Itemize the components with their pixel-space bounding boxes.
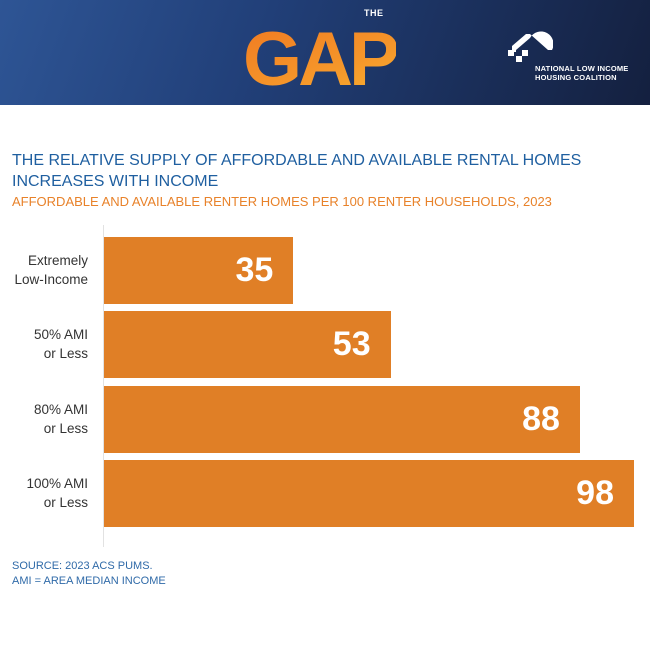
gap-logo: GAP bbox=[243, 17, 400, 102]
y-axis-line bbox=[103, 225, 104, 547]
bar-value-label: 98 bbox=[576, 474, 614, 512]
source-note: SOURCE: 2023 ACS PUMS. bbox=[12, 560, 153, 572]
bar-value-label: 88 bbox=[522, 400, 560, 438]
category-label-line1: Extremely bbox=[27, 253, 88, 268]
category-label: 100% AMI or Less bbox=[0, 474, 88, 512]
org-name-line1: NATIONAL LOW INCOME bbox=[535, 64, 629, 73]
category-label-line1: 100% AMI bbox=[26, 476, 88, 491]
chart-headings: THE RELATIVE SUPPLY OF AFFORDABLE AND AV… bbox=[12, 150, 642, 210]
category-label-line1: 80% AMI bbox=[33, 402, 88, 417]
gap-logo-the: THE bbox=[364, 8, 384, 18]
bar: 53 bbox=[104, 311, 391, 378]
nlihc-logo-text: NATIONAL LOW INCOME HOUSING COALITION bbox=[535, 64, 629, 82]
category-label-line2: or Less bbox=[43, 495, 88, 510]
header-banner: THE GAP NATIONAL LOW INCOME HOUSING COAL… bbox=[0, 0, 650, 105]
bar-value-label: 53 bbox=[332, 325, 371, 363]
bar: 88 bbox=[104, 386, 580, 453]
bar-value-label: 35 bbox=[235, 251, 274, 289]
category-label-line2: or Less bbox=[43, 421, 88, 436]
ami-note: AMI = AREA MEDIAN INCOME bbox=[12, 575, 166, 587]
bar: 98 bbox=[104, 460, 634, 527]
bar: 35 bbox=[104, 237, 294, 304]
category-label-line2: Low-Income bbox=[14, 272, 88, 287]
category-label: Extremely Low-Income bbox=[0, 251, 88, 289]
nlihc-house-icon bbox=[508, 31, 553, 62]
chart-subtitle: AFFORDABLE AND AVAILABLE RENTER HOMES PE… bbox=[12, 194, 552, 209]
category-label-line2: or Less bbox=[43, 346, 88, 361]
chart-title: THE RELATIVE SUPPLY OF AFFORDABLE AND AV… bbox=[12, 152, 582, 190]
org-name-line2: HOUSING COALITION bbox=[535, 73, 617, 82]
category-label: 80% AMI or Less bbox=[0, 400, 88, 438]
chart-footer: SOURCE: 2023 ACS PUMS. AMI = AREA MEDIAN… bbox=[12, 559, 166, 589]
category-label-line1: 50% AMI bbox=[33, 327, 88, 342]
category-label: 50% AMI or Less bbox=[0, 325, 88, 363]
